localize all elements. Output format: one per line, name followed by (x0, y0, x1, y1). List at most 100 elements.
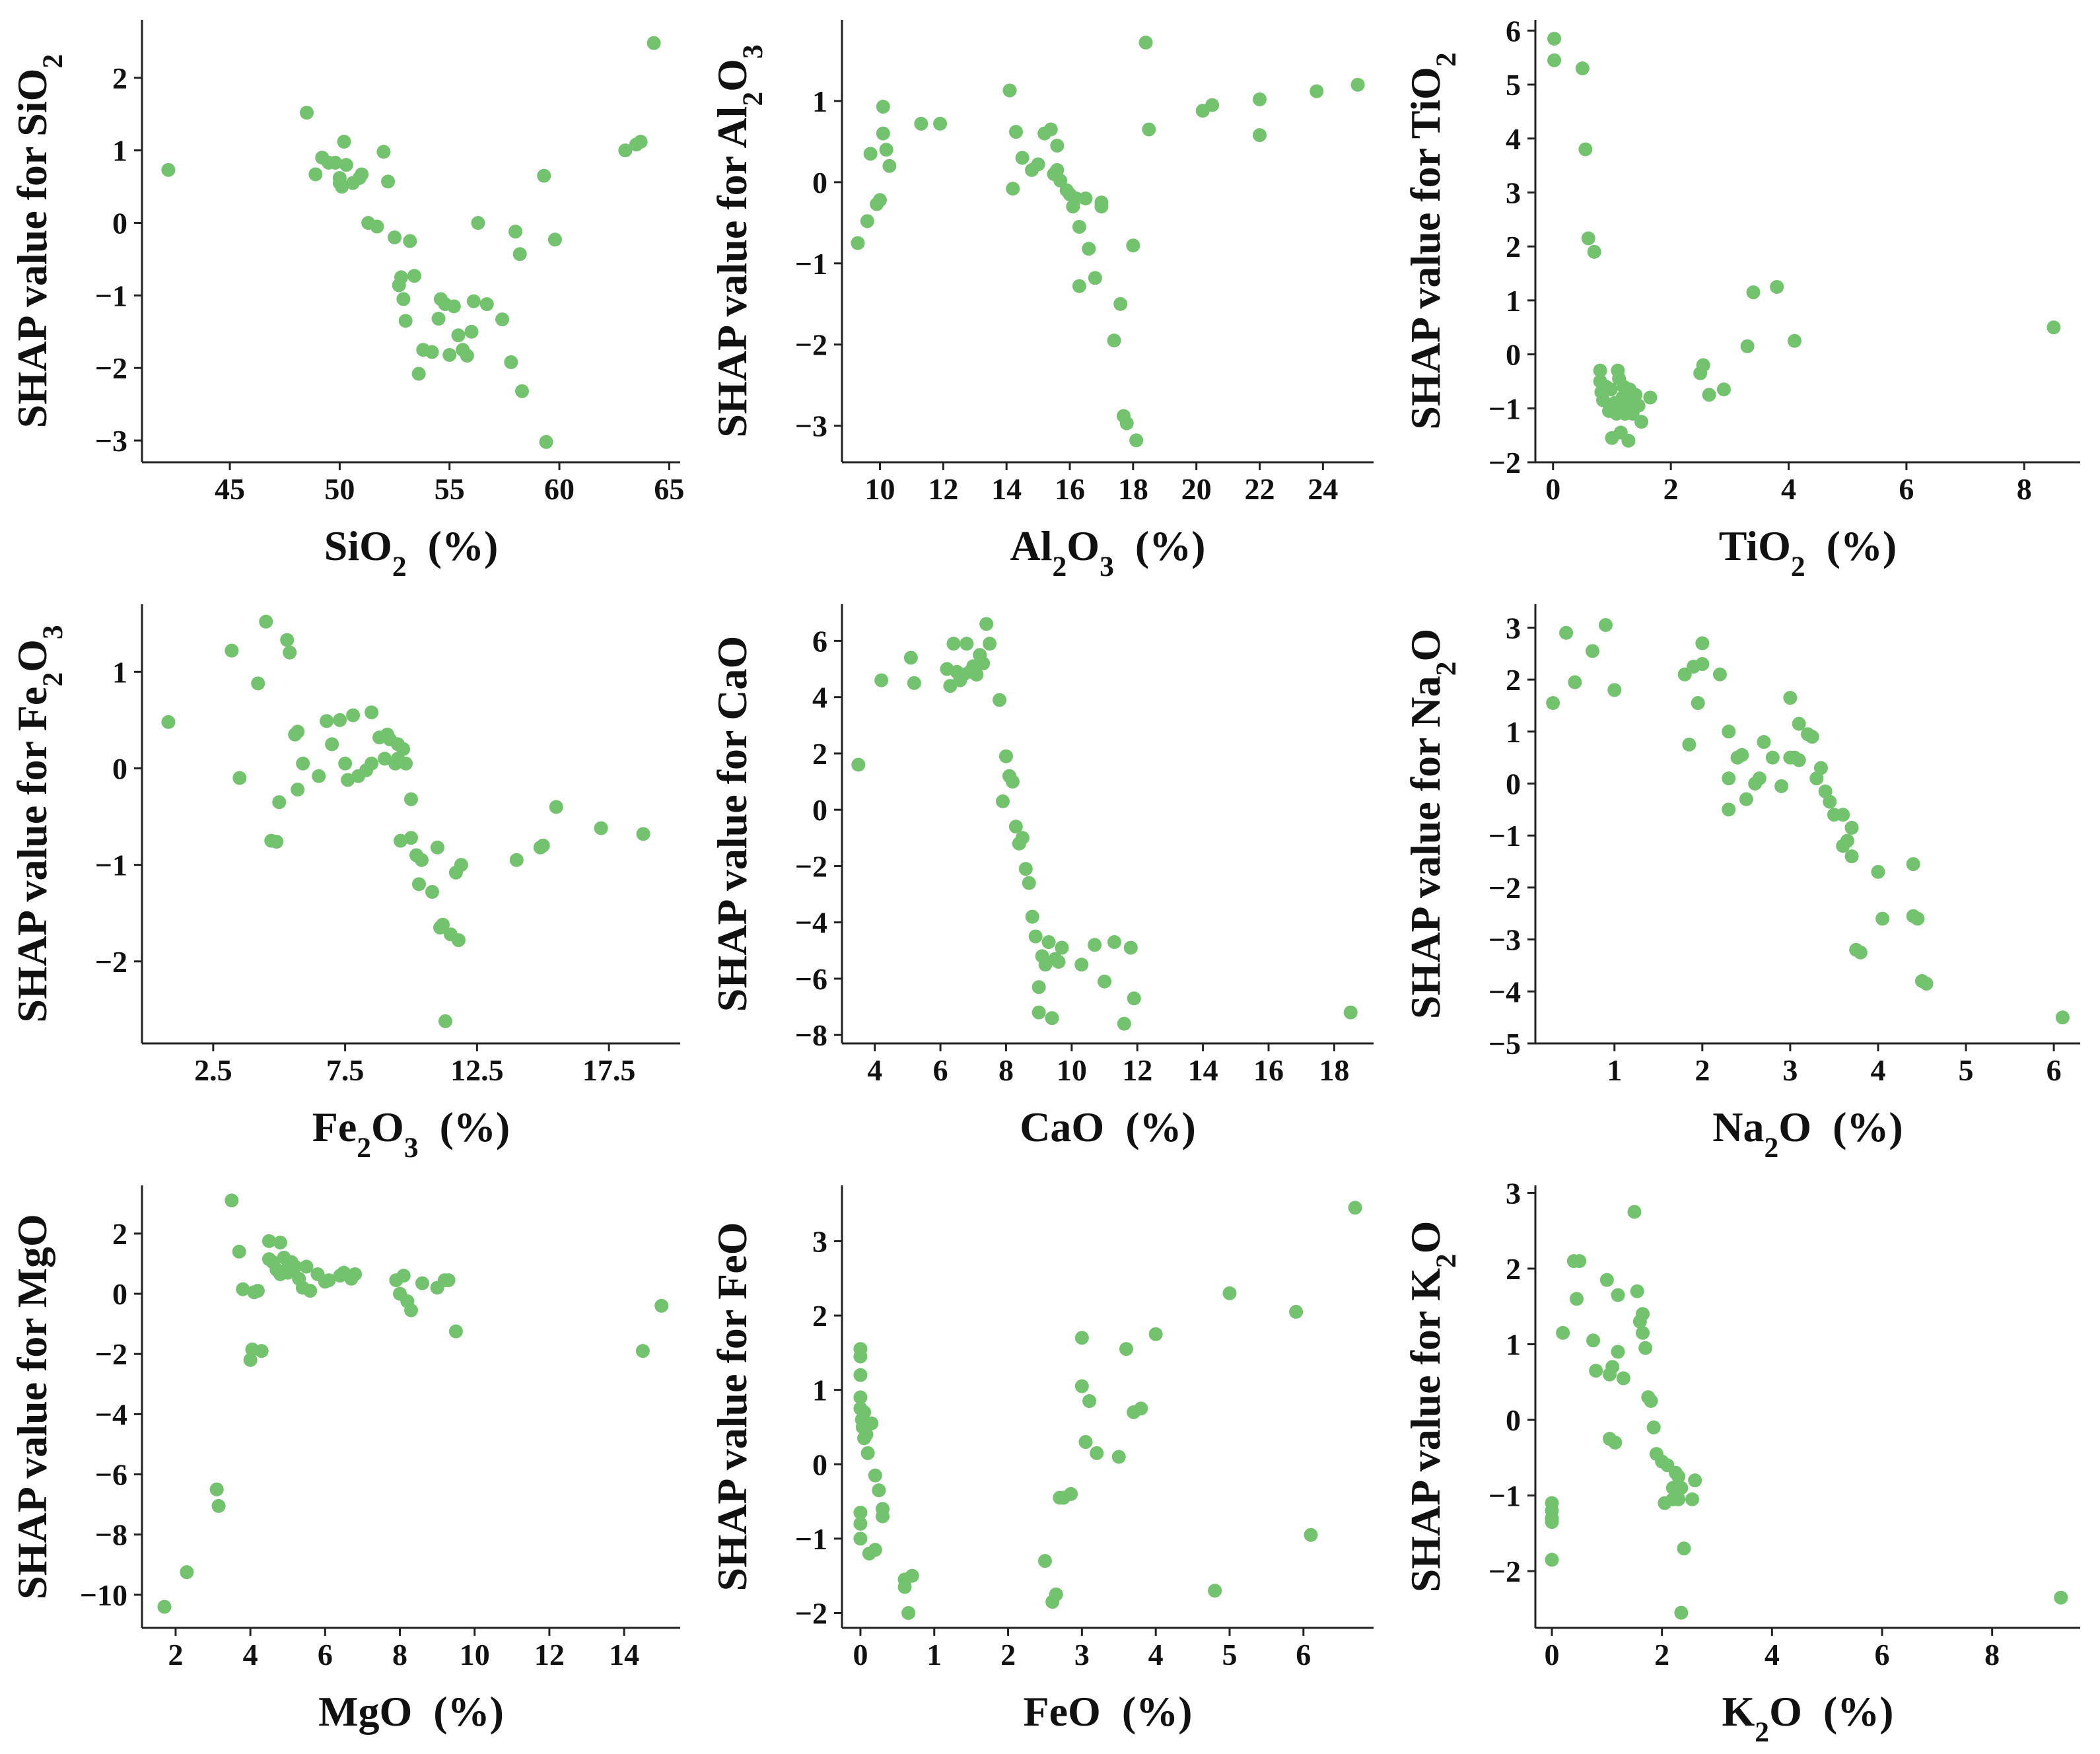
data-point (1740, 339, 1755, 353)
y-tick-label: 0 (1506, 1403, 1521, 1437)
data-point (325, 737, 339, 752)
data-point (1545, 1553, 1559, 1567)
data-point (1608, 1435, 1623, 1450)
x-tick-label: 4 (867, 1053, 882, 1087)
data-point (1078, 191, 1093, 205)
data-point (1674, 1481, 1689, 1495)
x-tick-label: 6 (933, 1053, 948, 1087)
scatter-panel-7: 2 4 6 8 10 12 14 2 0 −2 −4 −6 −8 −10 MgO (%) SHAP value… (9, 1185, 680, 1735)
data-point (1644, 1393, 1658, 1408)
data-point (299, 106, 314, 120)
data-point (346, 708, 361, 722)
x-tick-label: 6 (1296, 1638, 1311, 1671)
x-tick-label: 6 (1899, 472, 1914, 506)
data-point (1636, 1325, 1650, 1340)
data-point (1630, 1284, 1644, 1298)
y-tick-label: −1 (795, 247, 827, 281)
data-point (1695, 636, 1710, 650)
data-point (1050, 139, 1065, 153)
x-tick-label: 4 (243, 1638, 258, 1671)
x-tick-label: 5 (1959, 1053, 1974, 1087)
data-point (905, 1568, 919, 1583)
data-point (376, 145, 391, 159)
data-point (907, 676, 921, 690)
data-point (411, 367, 426, 381)
data-point (508, 225, 523, 239)
data-point (1871, 864, 1885, 879)
data-point (914, 116, 928, 131)
data-point (1074, 958, 1089, 972)
data-points (161, 36, 661, 449)
y-tick-label: 0 (1506, 338, 1521, 372)
x-tick-label: 65 (654, 472, 684, 506)
data-point (1696, 358, 1710, 372)
data-points (853, 1201, 1362, 1620)
data-point (460, 349, 474, 363)
data-point (647, 36, 661, 50)
data-point (1568, 675, 1582, 689)
x-tick-label: 55 (435, 472, 465, 506)
x-tick-label: 6 (1875, 1638, 1890, 1671)
y-tick-label: 2 (1506, 663, 1521, 697)
data-point (1611, 1288, 1625, 1302)
data-point (1546, 696, 1560, 711)
y-tick-label: −1 (95, 849, 127, 882)
data-point (1757, 735, 1771, 750)
data-point (1069, 191, 1084, 205)
data-point (864, 1416, 879, 1430)
y-axis-title: SHAP value for Al2O3 (709, 44, 769, 437)
data-point (411, 877, 426, 892)
data-point (897, 1580, 912, 1594)
data-point (1556, 1325, 1570, 1340)
y-tick-label: 0 (812, 1448, 827, 1481)
data-point (1722, 724, 1736, 739)
x-tick-label: 18 (1118, 472, 1148, 506)
data-point (549, 800, 563, 814)
data-point (1919, 976, 1934, 991)
data-point (876, 100, 890, 114)
data-point (1018, 862, 1033, 876)
data-point (654, 1298, 669, 1313)
x-tick-label: 8 (392, 1638, 407, 1671)
scatter-panel-6: 1 2 3 4 5 6 3 2 1 0 −1 −2 −3 −4 −5 Na2O (%) SHAP value f… (1402, 604, 2080, 1164)
data-point (1082, 242, 1096, 256)
data-point (1055, 940, 1069, 955)
data-point (272, 795, 287, 810)
data-point (1586, 1333, 1600, 1348)
data-point (161, 162, 176, 177)
data-point (946, 637, 961, 651)
y-tick-label: 3 (1506, 1176, 1521, 1210)
data-point (415, 1276, 429, 1290)
data-point (1836, 808, 1850, 822)
data-point (868, 1468, 882, 1483)
x-tick-label: 14 (991, 472, 1022, 506)
data-point (466, 294, 481, 308)
data-point (407, 269, 421, 283)
data-point (1547, 32, 1562, 46)
y-tick-label: −1 (1488, 819, 1521, 853)
data-point (1028, 929, 1043, 944)
data-point (1289, 1304, 1304, 1319)
y-tick-label: 1 (112, 655, 127, 689)
data-point (1088, 271, 1102, 285)
data-point (1712, 667, 1727, 682)
data-point (1671, 1492, 1686, 1506)
data-point (1716, 382, 1731, 397)
y-tick-label: 0 (112, 752, 127, 785)
x-tick-label: 4 (1781, 472, 1796, 506)
data-point (1631, 398, 1646, 413)
data-point (1853, 945, 1868, 960)
y-axis-title: SHAP value for FeO (709, 1222, 755, 1592)
data-points (851, 35, 1365, 448)
data-point (1823, 794, 1837, 809)
data-point (464, 324, 479, 339)
data-point (341, 773, 355, 787)
data-point (853, 1516, 868, 1531)
data-point (1310, 84, 1324, 98)
data-point (396, 1269, 411, 1283)
data-point (262, 1234, 276, 1248)
data-point (404, 831, 418, 845)
y-axis-title: SHAP value for SiO2 (9, 54, 69, 428)
data-point (1074, 1331, 1089, 1345)
y-tick-label: −3 (1488, 923, 1521, 957)
